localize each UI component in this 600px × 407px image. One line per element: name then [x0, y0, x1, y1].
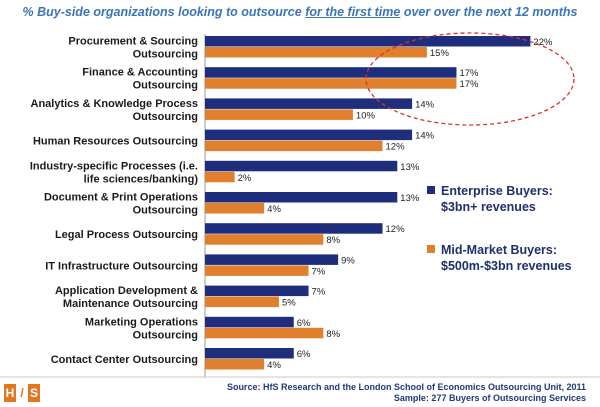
- category-label: Industry-specific Processes (i.e. life sc…: [30, 160, 198, 185]
- value-label: 7%: [312, 266, 326, 277]
- value-label: 4%: [267, 360, 281, 371]
- category-label: Human Resources Outsourcing: [33, 136, 198, 148]
- bar-enterprise: [205, 160, 398, 172]
- value-label: 13%: [400, 162, 420, 173]
- value-label: 12%: [386, 142, 406, 153]
- value-label: 12%: [386, 224, 406, 235]
- bar-enterprise: [205, 254, 339, 265]
- value-label: 22%: [533, 37, 553, 48]
- category-label: Contact Center Outsourcing: [51, 354, 198, 366]
- bar-midmarket: [205, 171, 235, 183]
- category-label: Finance & Accounting Outsourcing: [82, 67, 198, 92]
- value-label: 7%: [312, 287, 326, 298]
- legend-label-enterprise: Enterprise Buyers: $3bn+ revenues: [441, 184, 553, 214]
- bar-midmarket: [205, 140, 383, 152]
- value-label: 17%: [459, 79, 479, 90]
- value-label: 14%: [415, 131, 435, 142]
- value-label: 6%: [297, 349, 311, 360]
- bar-enterprise: [205, 285, 309, 297]
- hfs-logo: H / S: [4, 384, 46, 402]
- value-label: 15%: [430, 48, 450, 59]
- value-label: 5%: [282, 298, 296, 309]
- legend-swatch-midmarket: [427, 245, 435, 253]
- value-label: 8%: [326, 235, 340, 246]
- bar-enterprise: [205, 192, 398, 203]
- bar-midmarket: [205, 47, 427, 58]
- value-label: 10%: [356, 110, 376, 121]
- chart-title: % Buy-side organizations looking to outs…: [0, 5, 600, 19]
- value-label: 17%: [459, 68, 479, 79]
- chart-title-prefix: % Buy-side organizations looking to outs…: [22, 5, 306, 19]
- chart-title-suffix: over over the next 12 months: [400, 5, 578, 19]
- highlight-ellipse: [365, 32, 575, 126]
- bar-enterprise: [205, 348, 294, 359]
- value-label: 14%: [415, 99, 435, 110]
- bar-midmarket: [205, 296, 279, 308]
- chart-title-emphasis: for the first time: [305, 5, 401, 19]
- value-label: 13%: [400, 193, 420, 204]
- category-label: Procurement & Sourcing Outsourcing: [68, 36, 198, 61]
- value-label: 2%: [238, 173, 252, 184]
- bar-midmarket: [205, 109, 353, 120]
- category-label: Legal Process Outsourcing: [55, 229, 198, 241]
- bar-enterprise: [205, 98, 413, 109]
- category-label: Document & Print Operations Outsourcing: [44, 192, 198, 217]
- category-label: IT Infrastructure Outsourcing: [45, 260, 198, 272]
- category-label: Analytics & Knowledge Process Outsourcing: [31, 98, 199, 123]
- value-label: 8%: [326, 329, 340, 340]
- value-label: 4%: [267, 204, 281, 215]
- category-label: Application Development & Maintenance Out…: [55, 285, 198, 310]
- legend-label-midmarket: Mid-Market Buyers: $500m-$3bn revenues: [441, 243, 572, 273]
- bar-enterprise: [205, 223, 383, 234]
- legend-swatch-enterprise: [427, 186, 435, 194]
- logo-letter-slash: /: [18, 384, 26, 402]
- value-label: 6%: [297, 318, 311, 329]
- bar-enterprise: [205, 129, 413, 141]
- bar-enterprise: [205, 67, 457, 78]
- category-label: Marketing Operations Outsourcing: [85, 316, 198, 341]
- footer-source: Source: HfS Research and the London Scho…: [226, 382, 586, 392]
- footer-sample: Sample: 277 Buyers of Outsourcing Servic…: [393, 393, 586, 403]
- bar-midmarket: [205, 78, 457, 89]
- bar-midmarket: [205, 359, 265, 370]
- bar-midmarket: [205, 234, 324, 245]
- value-label: 9%: [341, 255, 355, 266]
- bar-midmarket: [205, 327, 324, 339]
- bar-enterprise: [205, 316, 294, 328]
- logo-letter-h: H: [4, 384, 16, 402]
- bar-midmarket: [205, 203, 265, 214]
- logo-letter-s: S: [28, 384, 40, 402]
- bar-midmarket: [205, 265, 309, 276]
- bar-enterprise: [205, 36, 531, 47]
